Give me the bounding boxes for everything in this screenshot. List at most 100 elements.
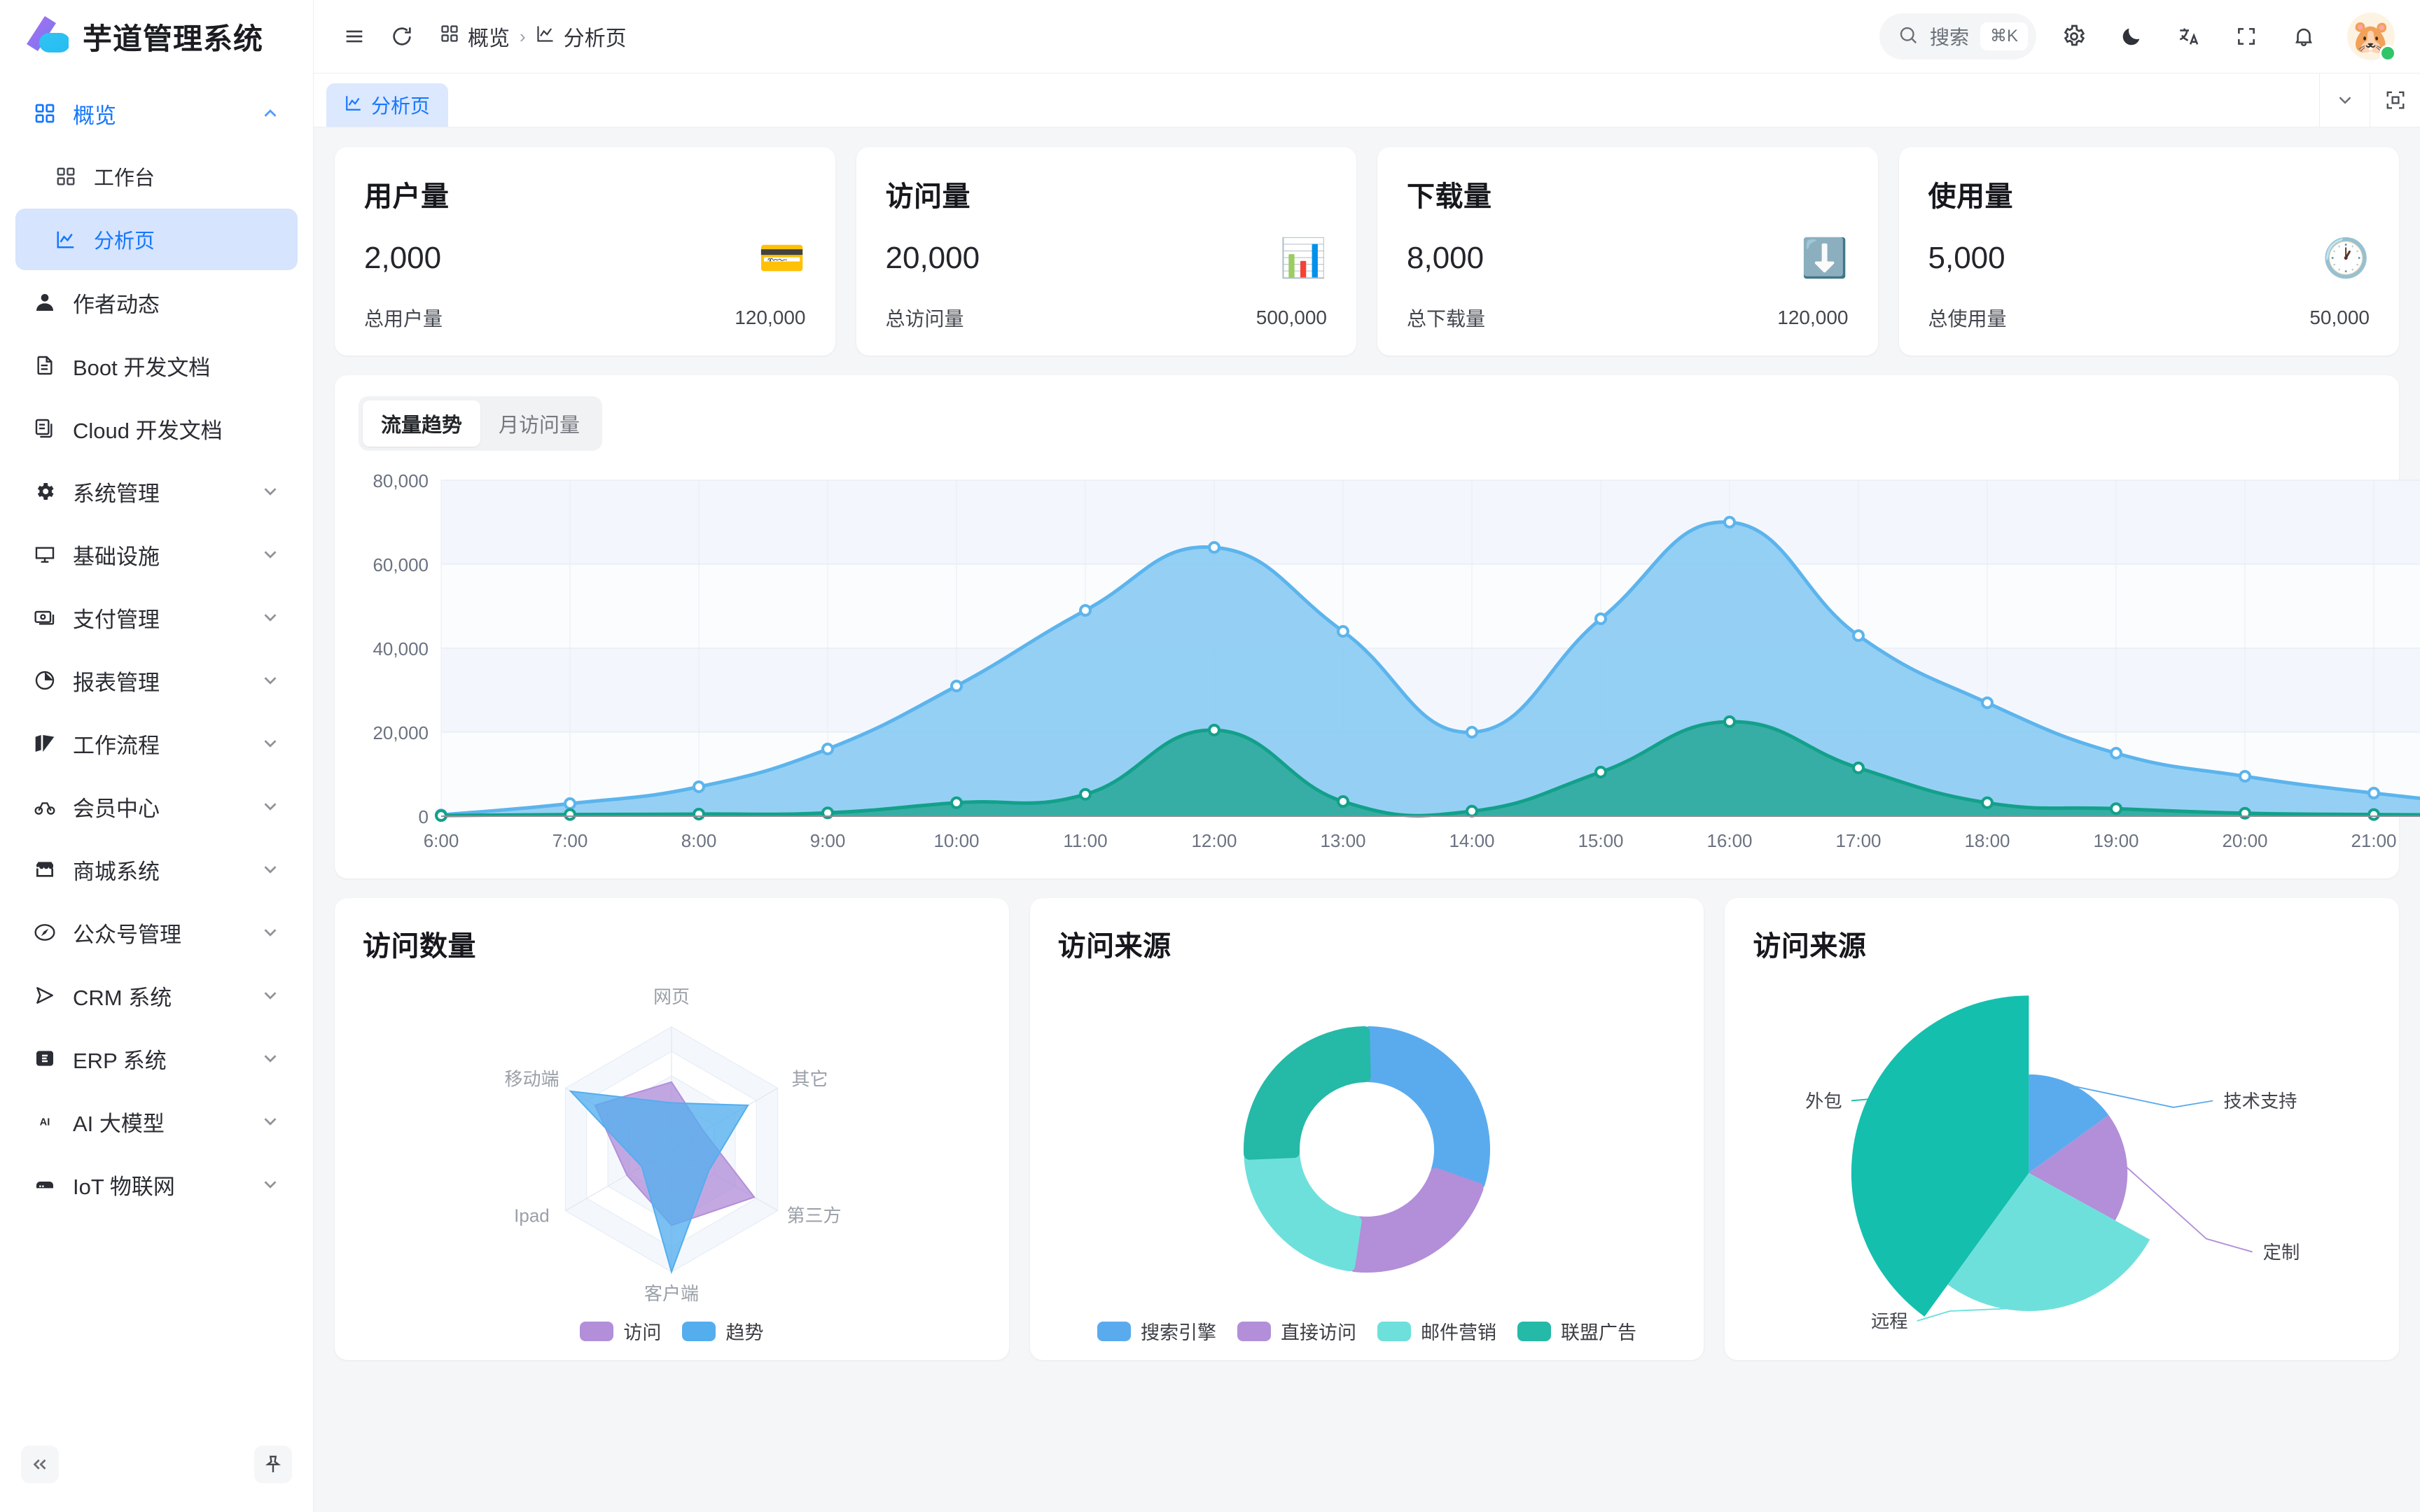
sidebar-item-analysis[interactable]: 分析页 (15, 209, 298, 270)
copy-document-icon (32, 416, 57, 441)
stat-card-usage: 使用量 5,000 🕐 总使用量 50,000 (1898, 147, 2399, 356)
legend-swatch (580, 1321, 614, 1341)
stat-value: 20,000 (885, 241, 980, 275)
svg-text:12:00: 12:00 (1191, 830, 1237, 851)
legend-label: 搜索引擎 (1141, 1322, 1216, 1343)
tab-analysis[interactable]: 分析页 (326, 83, 449, 127)
chart-icon (53, 227, 78, 252)
shop-icon (32, 857, 57, 882)
sidebar-item-ai-model[interactable]: AI AI 大模型 (15, 1091, 298, 1152)
document-icon (32, 353, 57, 378)
legend-swatch (1237, 1321, 1271, 1341)
avatar[interactable]: 🐹 (2347, 13, 2396, 62)
gear-icon (32, 479, 57, 504)
tabbar-actions (2319, 74, 2420, 127)
payment-icon (32, 605, 57, 630)
svg-text:第三方: 第三方 (787, 1205, 842, 1226)
pin-icon[interactable] (254, 1446, 292, 1483)
sidebar-item-payment-management[interactable]: 支付管理 (15, 587, 298, 648)
svg-text:定制: 定制 (2263, 1242, 2300, 1263)
language-icon[interactable] (2169, 17, 2209, 56)
chevron-down-icon (260, 607, 281, 628)
stat-total-label: 总使用量 (1928, 308, 2007, 330)
tab-list: 分析页 (314, 74, 2319, 127)
sidebar-item-workbench[interactable]: 工作台 (15, 146, 298, 207)
legend-swatch (1377, 1321, 1411, 1341)
area-chart: 0 20,000 40,000 60,000 80,000 6:00 7:00 8:00 9:0… (359, 468, 2420, 863)
sidebar-item-cloud-docs[interactable]: Cloud 开发文档 (15, 398, 298, 459)
segment-traffic-trend[interactable]: 流量趋势 (363, 400, 481, 447)
topbar: 概览 › 分析页 搜索 ⌘ (314, 0, 2420, 73)
settings-icon[interactable] (2054, 17, 2094, 56)
svg-text:16:00: 16:00 (1706, 830, 1752, 851)
breadcrumb-item-overview[interactable]: 概览 (440, 21, 510, 52)
legend-label: 趋势 (725, 1322, 764, 1343)
donut-legend: 搜索引擎 直接访问 邮件营销 联盟广告 (1030, 1317, 1704, 1345)
stat-title: 下载量 (1407, 181, 1492, 212)
svg-text:40,000: 40,000 (373, 638, 429, 659)
dark-mode-icon[interactable] (2112, 17, 2151, 56)
fullscreen-icon[interactable] (2227, 17, 2266, 56)
sidebar-item-workflow[interactable]: 工作流程 (15, 713, 298, 774)
legend-item[interactable]: 搜索引擎 (1097, 1317, 1216, 1345)
legend-item[interactable]: 联盟广告 (1517, 1317, 1636, 1345)
sidebar-item-author-news[interactable]: 作者动态 (15, 272, 298, 333)
svg-text:19:00: 19:00 (2093, 830, 2139, 851)
refresh-icon[interactable] (382, 17, 422, 56)
bike-icon (32, 794, 57, 819)
legend-item[interactable]: 访问 (580, 1317, 661, 1345)
visit-count-card: 访问数量 网页 其它 第三方 客户端 Ipad 移动端 访问 趋势 (335, 898, 1009, 1360)
sidebar-item-overview[interactable]: 概览 (15, 83, 298, 144)
card-title: 访问数量 (363, 931, 476, 962)
clock-icon: 🕐 (2322, 237, 2370, 279)
legend-item[interactable]: 趋势 (682, 1317, 763, 1345)
stat-card-visits: 访问量 20,000 📊 总访问量 500,000 (856, 147, 1356, 356)
sidebar-item-system-management[interactable]: 系统管理 (15, 461, 298, 522)
svg-text:远程: 远程 (1871, 1310, 1908, 1331)
sidebar-item-iot[interactable]: IoT 物联网 (15, 1154, 298, 1215)
sidebar-item-label: Boot 开发文档 (73, 355, 211, 380)
search-placeholder: 搜索 (1929, 27, 1969, 48)
sidebar-item-infrastructure[interactable]: 基础设施 (15, 524, 298, 585)
chevron-down-icon (260, 922, 281, 943)
tab-expand-button[interactable] (2370, 74, 2420, 127)
legend-item[interactable]: 邮件营销 (1377, 1317, 1496, 1345)
stat-total-label: 总用户量 (364, 308, 443, 330)
svg-text:9:00: 9:00 (810, 830, 846, 851)
segment-monthly-visits[interactable]: 月访问量 (499, 414, 580, 437)
chevron-down-icon (260, 670, 281, 691)
breadcrumb-item-analysis[interactable]: 分析页 (536, 21, 627, 52)
svg-text:移动端: 移动端 (505, 1069, 559, 1090)
legend-item[interactable]: 直接访问 (1237, 1317, 1356, 1345)
svg-text:14:00: 14:00 (1449, 830, 1494, 851)
hamburger-icon[interactable] (335, 17, 374, 56)
pie-chart-icon: 📊 (1279, 237, 1327, 279)
sidebar-item-boot-docs[interactable]: Boot 开发文档 (15, 335, 298, 396)
rose-pie-chart: 技术支持 定制 远程 外包 (1753, 964, 2371, 1356)
sidebar-item-member-center[interactable]: 会员中心 (15, 776, 298, 837)
breadcrumb-label: 概览 (468, 27, 510, 50)
brand[interactable]: 芋道管理系统 (0, 0, 313, 73)
breadcrumb-separator: › (520, 25, 526, 47)
chevron-down-icon (260, 985, 281, 1006)
ai-icon: AI (32, 1109, 57, 1134)
legend-label: 邮件营销 (1421, 1322, 1496, 1343)
sidebar-item-crm-system[interactable]: CRM 系统 (15, 965, 298, 1026)
pie-report-icon (32, 668, 57, 693)
radar-chart: 网页 其它 第三方 客户端 Ipad 移动端 (363, 964, 981, 1314)
send-icon (32, 983, 57, 1008)
sidebar-item-official-account[interactable]: 公众号管理 (15, 902, 298, 963)
collapse-sidebar-button[interactable] (21, 1446, 59, 1483)
svg-text:18:00: 18:00 (1964, 830, 2010, 851)
sidebar-item-label: 基础设施 (73, 544, 160, 569)
sidebar-item-erp-system[interactable]: ERP 系统 (15, 1028, 298, 1089)
search-input[interactable]: 搜索 ⌘K (1879, 13, 2036, 59)
svg-text:网页: 网页 (653, 986, 690, 1007)
sidebar-item-mall-system[interactable]: 商城系统 (15, 839, 298, 900)
stat-total-value: 500,000 (1256, 307, 1327, 328)
svg-text:80,000: 80,000 (373, 470, 429, 491)
sidebar-item-report-management[interactable]: 报表管理 (15, 650, 298, 711)
sidebar-item-label: Cloud 开发文档 (73, 418, 223, 443)
notification-icon[interactable] (2284, 17, 2323, 56)
tab-dropdown-button[interactable] (2319, 74, 2370, 127)
